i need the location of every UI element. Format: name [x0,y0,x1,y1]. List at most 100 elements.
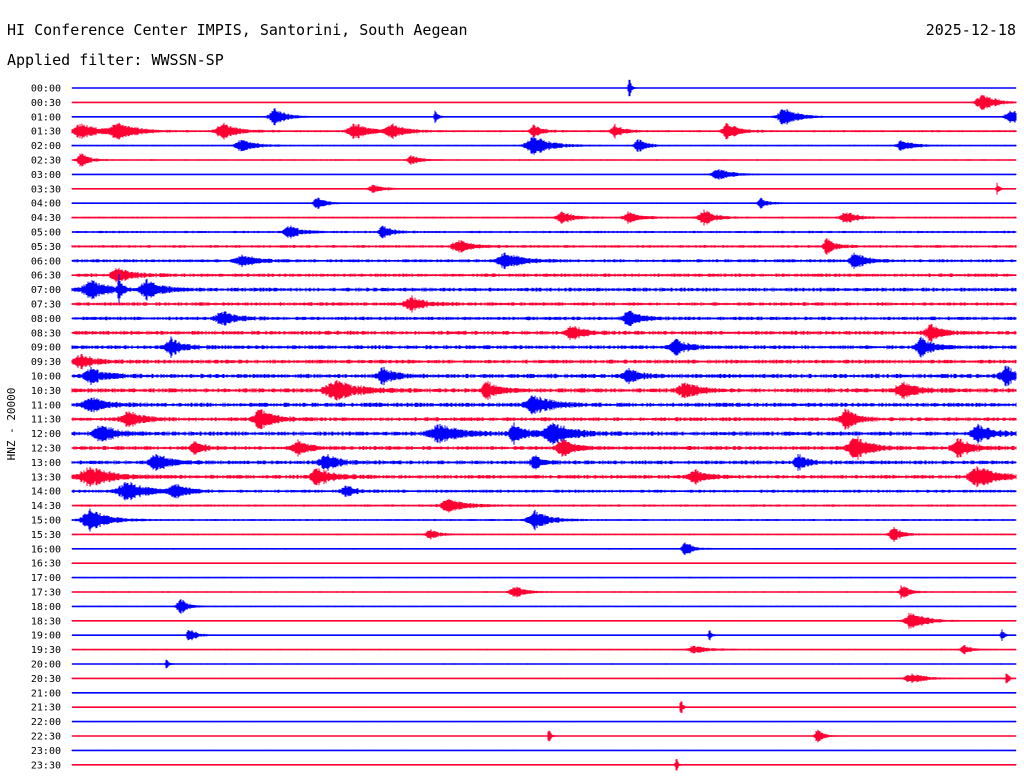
seismic-trace [71,94,1017,111]
row-label: 13:00 [31,458,61,469]
row-label: 03:00 [31,170,61,181]
row-label: 16:30 [31,559,61,570]
row-label: 04:30 [31,213,61,224]
seismic-trace [71,336,1017,358]
seismic-trace [71,267,1017,283]
row-label: 11:30 [31,415,61,426]
seismic-trace [71,365,1017,387]
row-label: 14:30 [31,501,61,512]
row-label: 09:00 [31,343,61,354]
seismic-trace [71,673,1017,684]
seismic-trace [71,209,1017,226]
seismic-trace [71,498,1017,513]
row-label: 17:00 [31,573,61,584]
row-label: 19:30 [31,645,61,656]
row-label: 14:00 [31,487,61,498]
row-label: 00:00 [31,84,61,95]
row-label: 06:00 [31,256,61,267]
seismic-trace [71,599,1017,614]
row-label: 12:00 [31,429,61,440]
row-label: 20:30 [31,674,61,685]
row-label: 05:00 [31,228,61,239]
station-title: HI Conference Center IMPIS, Santorini, S… [7,21,468,39]
seismic-trace [71,310,1017,327]
seismic-trace [71,508,1017,532]
row-label: 19:00 [31,631,61,642]
seismic-trace [71,612,1017,629]
y-axis-label: HNZ - 20000 [5,388,18,461]
seismic-trace [71,273,1017,306]
row-label: 15:30 [31,530,61,541]
seismic-trace [71,422,1017,445]
seismic-trace [71,585,1017,599]
row-label: 21:30 [31,703,61,714]
seismic-trace [71,408,1017,430]
row-label: 04:00 [31,199,61,210]
row-label: 02:30 [31,156,61,167]
traces [71,79,1017,771]
seismic-trace [71,701,1017,713]
row-label: 08:00 [31,314,61,325]
seismic-trace [71,79,1017,97]
seismic-trace [71,659,1017,669]
seismic-trace [71,759,1017,771]
seismic-trace [71,122,1017,140]
row-label: 20:00 [31,660,61,671]
row-label: 01:30 [31,127,61,138]
seismic-trace [71,108,1017,126]
row-label: 18:30 [31,616,61,627]
row-label: 01:00 [31,112,61,123]
seismic-trace [71,324,1017,342]
row-label: 03:30 [31,184,61,195]
seismic-trace [71,562,1017,564]
seismic-trace [71,395,1017,415]
row-label: 00:30 [31,98,61,109]
row-label: 09:30 [31,357,61,368]
seismic-trace [71,454,1017,471]
row-labels: 00:00 00:30 01:00 01:30 02:00 02:30 03:00 03:30… [31,84,61,772]
row-label: 12:30 [31,444,61,455]
row-label: 21:00 [31,688,61,699]
seismic-trace [71,169,1017,180]
row-label: 15:00 [31,516,61,527]
row-label: 16:00 [31,544,61,555]
row-label: 06:30 [31,271,61,282]
seismic-trace [71,153,1017,167]
seismic-trace [71,436,1017,460]
seismic-trace [71,295,1017,313]
seismic-trace [71,238,1017,255]
seismic-trace [71,482,1017,501]
filter-label: Applied filter: WWSSN-SP [7,51,224,69]
row-label: 10:00 [31,372,61,383]
seismic-trace [71,692,1017,694]
row-label: 22:30 [31,732,61,743]
seismic-trace [71,136,1017,155]
seismic-trace [71,380,1017,401]
row-label: 07:00 [31,285,61,296]
row-label: 07:30 [31,300,61,311]
row-label: 18:00 [31,602,61,613]
row-label: 10:30 [31,386,61,397]
row-label: 22:00 [31,717,61,728]
seismic-trace [71,252,1017,270]
row-label: 13:30 [31,472,61,483]
seismic-trace [71,645,1017,655]
seismic-trace [71,542,1017,556]
seismic-trace [71,629,1017,641]
seismic-trace [71,354,1017,370]
seismic-trace [71,749,1017,751]
seismic-trace [71,182,1017,195]
row-label: 08:30 [31,328,61,339]
seismic-trace [71,466,1017,488]
row-label: 05:30 [31,242,61,253]
seismic-trace [71,576,1017,579]
row-label: 23:30 [31,760,61,771]
seismic-trace [71,527,1017,542]
date-label: 2025-12-18 [925,21,1016,39]
seismic-trace [71,197,1017,209]
row-label: 11:00 [31,400,61,411]
seismic-trace [71,729,1017,743]
row-label: 17:30 [31,588,61,599]
seismic-trace [71,225,1017,239]
